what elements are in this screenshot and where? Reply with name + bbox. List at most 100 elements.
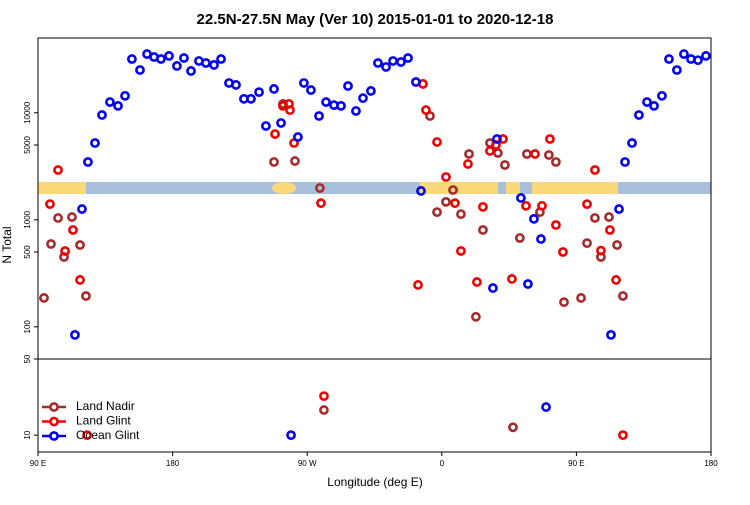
x-tick-label: 90 E — [30, 459, 46, 468]
data-point — [186, 66, 196, 76]
data-point — [319, 391, 329, 402]
data-point — [472, 277, 482, 287]
data-point — [269, 157, 279, 167]
data-point — [209, 60, 219, 70]
data-point — [507, 274, 517, 284]
data-point — [261, 121, 271, 131]
data-point — [127, 54, 137, 64]
data-point — [97, 110, 107, 120]
data-point — [576, 293, 586, 303]
data-point — [612, 240, 622, 250]
data-point — [478, 225, 488, 235]
data-point — [39, 293, 49, 303]
data-point — [620, 157, 630, 167]
legend-label: Ocean Glint — [76, 428, 140, 442]
y-tick-label: 100 — [23, 320, 32, 334]
data-point — [543, 150, 554, 160]
data-point — [488, 283, 498, 293]
data-point — [672, 65, 682, 75]
data-point — [432, 137, 442, 147]
data-point — [269, 84, 279, 94]
data-point — [545, 134, 555, 144]
data-point — [411, 77, 421, 87]
y-tick-label: 1000 — [23, 210, 32, 228]
data-point — [179, 53, 189, 63]
data-point — [537, 200, 547, 211]
data-point — [351, 106, 361, 116]
data-point — [605, 225, 615, 235]
data-point — [590, 165, 600, 175]
x-tick-label: 180 — [704, 459, 718, 468]
data-point — [485, 146, 495, 156]
data-point — [492, 134, 502, 144]
legend-marker — [49, 416, 59, 427]
data-point — [120, 90, 130, 101]
data-point — [336, 100, 346, 111]
data-point — [679, 49, 689, 59]
chart-title: 22.5N-27.5N May (Ver 10) 2015-01-01 to 2… — [197, 11, 554, 28]
legend-label: Land Glint — [76, 414, 131, 428]
data-point — [421, 105, 431, 115]
data-point — [500, 160, 510, 170]
data-point — [246, 93, 256, 104]
x-tick-label: 90 E — [568, 459, 584, 468]
legend-label: Land Nadir — [76, 399, 135, 413]
y-tick-label: 500 — [23, 245, 32, 259]
data-point — [441, 196, 451, 207]
data-point — [541, 402, 551, 412]
data-point — [70, 329, 80, 340]
data-point — [290, 156, 300, 166]
map-strip — [38, 182, 711, 194]
x-tick-label: 90 W — [298, 459, 317, 468]
data-point — [381, 62, 391, 72]
data-point — [68, 225, 78, 235]
data-point — [693, 55, 703, 66]
data-point — [523, 279, 533, 289]
data-point — [299, 78, 309, 88]
data-point — [516, 193, 526, 203]
data-point — [285, 105, 295, 115]
data-point — [551, 220, 561, 230]
data-point — [45, 199, 55, 210]
data-point — [216, 54, 226, 64]
data-point — [135, 65, 145, 75]
x-axis-label: Longitude (deg E) — [327, 475, 422, 489]
data-point — [83, 157, 93, 167]
data-point — [270, 129, 280, 139]
data-point — [551, 157, 561, 167]
data-point — [53, 165, 63, 175]
data-point — [450, 198, 460, 209]
y-axis-label: N Total — [0, 226, 14, 263]
data-point — [75, 275, 85, 285]
data-point — [611, 275, 621, 285]
data-point — [627, 138, 637, 148]
data-point — [448, 185, 458, 195]
data-point — [316, 198, 326, 209]
data-point — [319, 405, 329, 415]
data-point — [396, 57, 406, 67]
x-tick-label: 180 — [166, 459, 180, 468]
data-point — [606, 329, 616, 340]
data-point — [441, 172, 451, 182]
data-point — [413, 280, 423, 290]
data-point — [286, 430, 296, 441]
data-point — [618, 291, 628, 301]
data-point — [358, 93, 368, 104]
data-point — [416, 186, 426, 196]
data-point — [701, 51, 711, 61]
data-point — [53, 213, 63, 223]
data-point — [664, 54, 674, 64]
data-point — [618, 430, 628, 441]
data-point — [464, 149, 474, 159]
data-point — [90, 138, 100, 148]
data-point — [514, 233, 525, 243]
data-point — [82, 430, 92, 441]
data-point — [478, 201, 488, 212]
data-point — [521, 200, 531, 211]
data-point — [46, 239, 56, 249]
y-tick-label: 50 — [23, 354, 32, 363]
data-point — [634, 110, 644, 120]
data-point — [456, 246, 466, 256]
data-point — [657, 90, 667, 101]
